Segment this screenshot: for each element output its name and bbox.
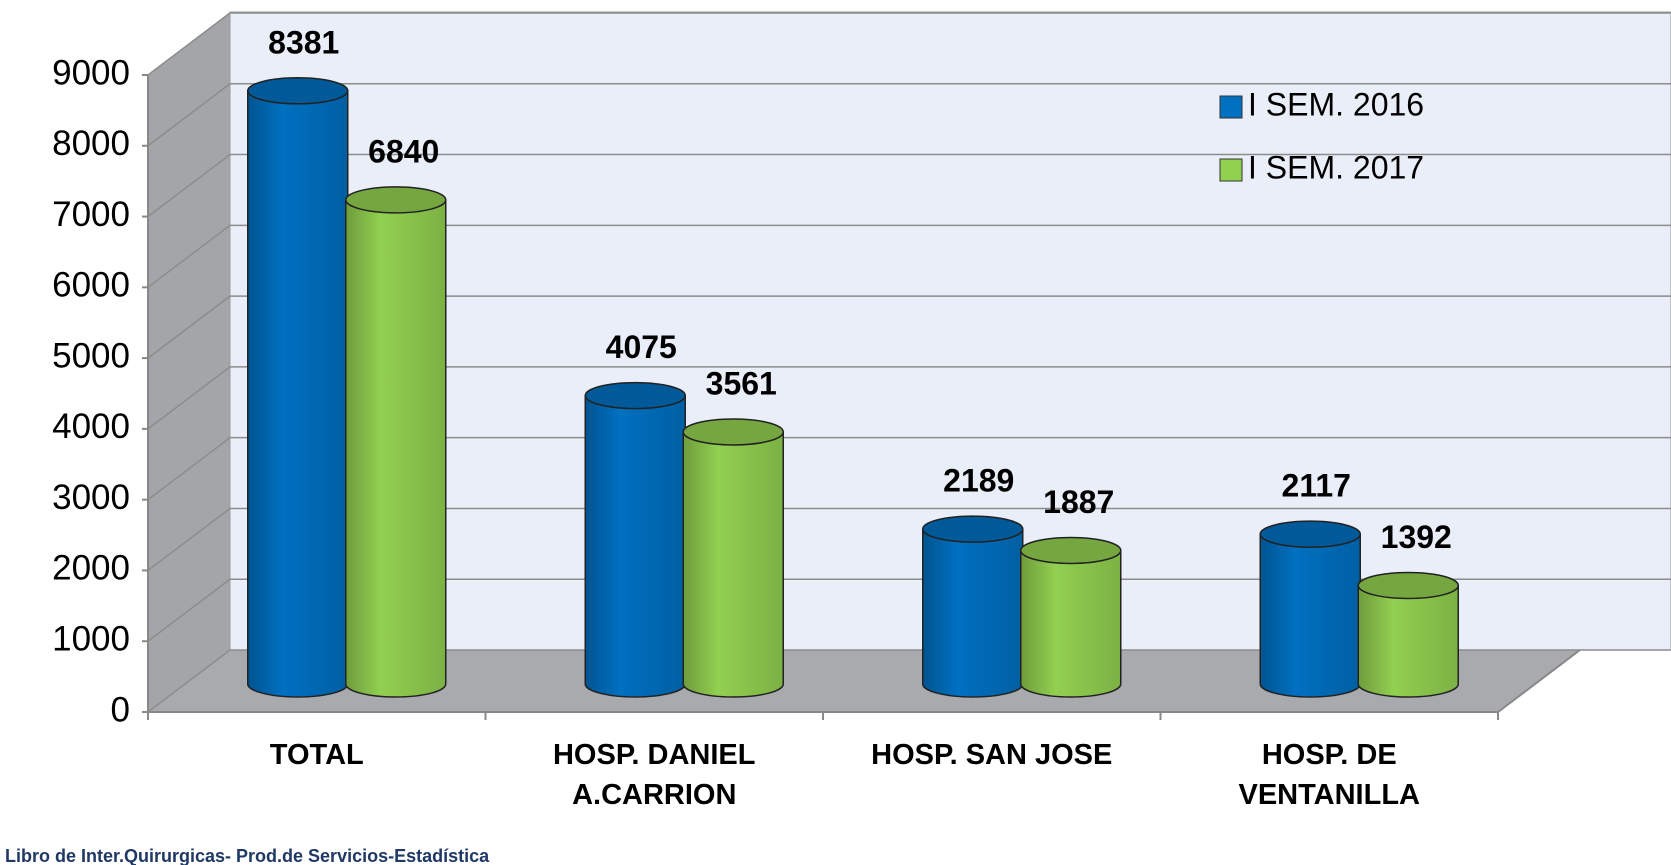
cylinder-top xyxy=(345,186,447,214)
cylinder-top xyxy=(1020,536,1122,565)
grid-line-side xyxy=(147,649,231,713)
grid-line-side xyxy=(147,295,231,359)
cylinder-body xyxy=(682,431,784,698)
y-tick-label: 4000 xyxy=(52,407,130,446)
cylinder xyxy=(345,186,447,698)
floor-edge xyxy=(1497,649,1581,713)
y-tick-label: 3000 xyxy=(52,478,130,517)
y-tick-label: 2000 xyxy=(52,549,130,588)
cylinder xyxy=(1020,536,1122,698)
grid-line-side xyxy=(147,153,231,218)
source-note: : Libro de Inter.Quirurgicas- Prod.de Se… xyxy=(0,846,490,865)
grid-line-side xyxy=(147,578,231,642)
cylinder-body xyxy=(1020,549,1122,698)
y-tick-label: 6000 xyxy=(52,266,130,305)
cylinder-body xyxy=(922,528,1024,698)
grid-line-side xyxy=(147,83,231,147)
cylinder-top xyxy=(682,418,784,446)
cylinder xyxy=(584,381,686,698)
cylinder-top xyxy=(1259,520,1361,548)
legend-swatch xyxy=(1219,158,1243,182)
cylinder xyxy=(682,418,784,698)
value-label: 8381 xyxy=(268,24,339,60)
cylinder-top xyxy=(922,515,1024,543)
cylinder-body xyxy=(1259,533,1361,698)
value-label: 1887 xyxy=(1043,484,1114,520)
grid-line-side xyxy=(147,224,231,288)
side-wall xyxy=(148,12,230,712)
grid-line-side xyxy=(147,366,231,430)
cylinder xyxy=(922,515,1024,698)
cylinder-top xyxy=(1357,571,1459,600)
cylinder xyxy=(1357,571,1459,698)
value-label: 2117 xyxy=(1282,468,1351,504)
y-tick-label: 9000 xyxy=(52,53,130,92)
legend-label: I SEM. 2017 xyxy=(1248,149,1424,185)
cylinder-body xyxy=(584,394,686,698)
cylinder-body xyxy=(345,199,447,698)
grid-line-side xyxy=(147,12,231,76)
value-label: 2189 xyxy=(943,463,1014,499)
cylinder xyxy=(247,77,349,698)
y-tick-label: 8000 xyxy=(52,124,130,163)
cylinder-body xyxy=(247,90,349,698)
grid-line-side xyxy=(147,507,231,572)
value-label: 3561 xyxy=(706,365,777,401)
cylinder xyxy=(1259,520,1361,698)
y-tick-label: 0 xyxy=(111,690,130,729)
y-tick-label: 5000 xyxy=(52,336,130,375)
x-tick-label: TOTAL xyxy=(269,739,364,771)
value-label: 1392 xyxy=(1381,519,1452,555)
legend-swatch xyxy=(1219,95,1243,119)
x-tick-label: HOSP. SAN JOSE xyxy=(871,739,1113,771)
x-tick-label: HOSP. DANIEL A.CARRION xyxy=(552,739,756,811)
legend-label: I SEM. 2016 xyxy=(1248,86,1424,122)
cylinder-top xyxy=(584,381,686,410)
y-tick-label: 7000 xyxy=(52,195,130,234)
x-tick-label: HOSP. DE VENTANILLA xyxy=(1238,739,1420,811)
grid-line-side xyxy=(147,437,231,501)
floor xyxy=(148,650,1580,712)
cylinder-body xyxy=(1357,584,1459,698)
cylinder-top xyxy=(247,77,349,105)
y-tick-label: 1000 xyxy=(52,619,130,658)
value-label: 6840 xyxy=(368,133,439,169)
value-label: 4075 xyxy=(606,329,677,365)
